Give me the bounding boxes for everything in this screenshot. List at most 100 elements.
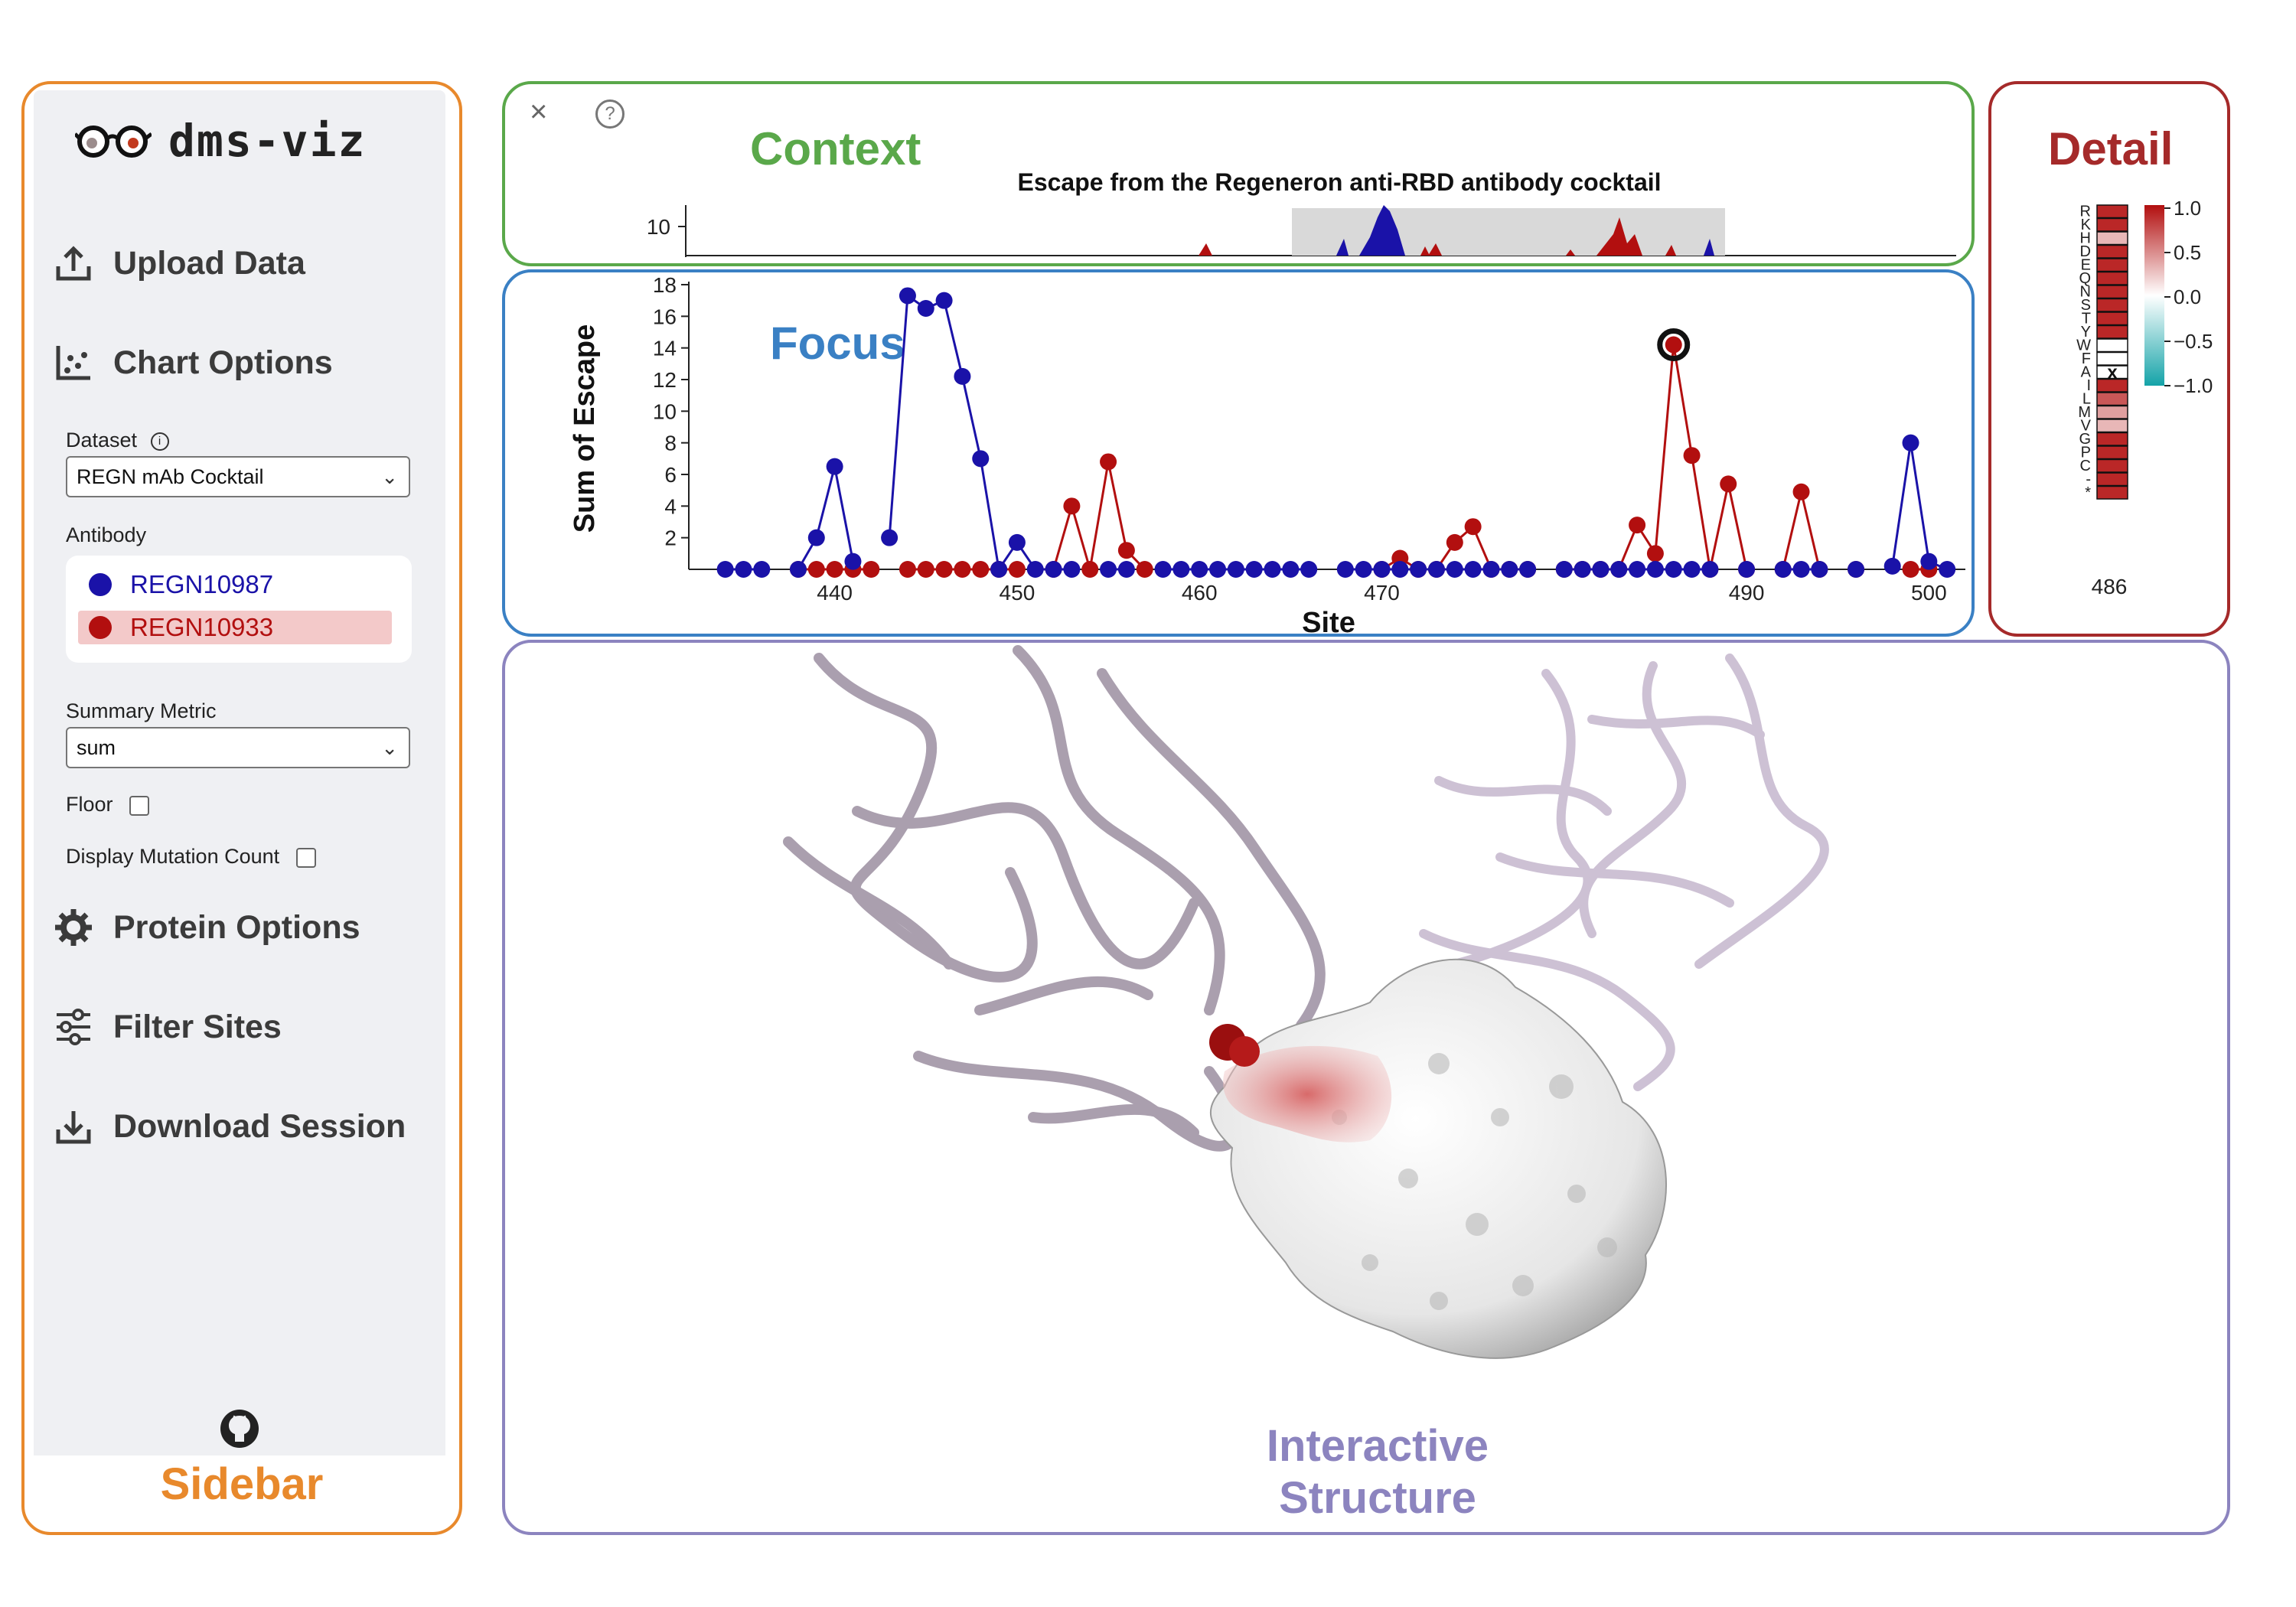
data-point[interactable] (899, 561, 916, 578)
data-point[interactable] (807, 529, 825, 546)
data-point[interactable] (716, 561, 734, 578)
data-point[interactable] (735, 561, 752, 578)
data-point[interactable] (1172, 561, 1190, 578)
heatmap-cell[interactable] (2096, 244, 2128, 259)
data-point[interactable] (1592, 561, 1609, 578)
data-point[interactable] (1720, 475, 1737, 493)
info-icon[interactable]: i (150, 432, 169, 451)
antibody-option-regn10933[interactable]: REGN10933 (78, 611, 392, 644)
data-point[interactable] (1464, 561, 1482, 578)
data-point[interactable] (899, 287, 916, 305)
dataset-select[interactable]: REGN mAb Cocktail ⌄ (66, 456, 410, 497)
data-point[interactable] (917, 561, 934, 578)
data-point[interactable] (1738, 561, 1756, 578)
data-point[interactable] (863, 561, 880, 578)
chart-options-menu-item[interactable]: Chart Options (54, 343, 333, 383)
data-point[interactable] (1501, 561, 1518, 578)
data-point[interactable] (826, 561, 843, 578)
data-point[interactable] (917, 300, 934, 317)
heatmap-cell[interactable] (2096, 365, 2128, 380)
data-point[interactable] (1574, 561, 1591, 578)
heatmap-cell[interactable] (2096, 419, 2128, 433)
data-point[interactable] (1446, 561, 1463, 578)
data-point[interactable] (972, 450, 990, 468)
data-point[interactable] (1008, 533, 1026, 551)
data-point[interactable] (1008, 561, 1026, 578)
data-point[interactable] (1683, 561, 1701, 578)
heatmap-cell[interactable] (2096, 472, 2128, 487)
data-point[interactable] (1464, 518, 1482, 536)
data-point[interactable] (1191, 561, 1208, 578)
heatmap-cell[interactable] (2096, 378, 2128, 393)
data-point[interactable] (990, 561, 1008, 578)
data-point[interactable] (1081, 561, 1099, 578)
data-point[interactable] (1646, 561, 1664, 578)
data-point[interactable] (1610, 561, 1628, 578)
data-point[interactable] (1355, 561, 1372, 578)
data-point[interactable] (1100, 453, 1117, 471)
data-point[interactable] (1811, 561, 1828, 578)
heatmap-cell[interactable] (2096, 311, 2128, 326)
data-point[interactable] (954, 561, 971, 578)
data-point[interactable] (1045, 561, 1062, 578)
data-point[interactable] (1701, 561, 1719, 578)
protein-options-menu-item[interactable]: Protein Options (54, 908, 360, 947)
data-point[interactable] (972, 561, 990, 578)
data-point[interactable] (935, 561, 953, 578)
data-point[interactable] (826, 458, 843, 475)
data-point[interactable] (1391, 561, 1409, 578)
data-point[interactable] (1792, 561, 1810, 578)
data-point[interactable] (1227, 561, 1244, 578)
data-point[interactable] (1629, 517, 1646, 534)
data-point[interactable] (789, 561, 807, 578)
data-point[interactable] (1245, 561, 1263, 578)
help-icon[interactable]: ? (595, 99, 625, 129)
heatmap-cell[interactable] (2096, 432, 2128, 446)
data-point[interactable] (1100, 561, 1117, 578)
data-point[interactable] (1373, 561, 1391, 578)
data-point[interactable] (1117, 561, 1135, 578)
data-point[interactable] (1136, 561, 1153, 578)
data-point[interactable] (1427, 561, 1445, 578)
mutation-count-checkbox[interactable] (295, 847, 316, 868)
data-point[interactable] (1282, 561, 1300, 578)
data-point[interactable] (1482, 561, 1500, 578)
data-point[interactable] (844, 553, 862, 570)
github-icon[interactable] (219, 1408, 260, 1449)
heatmap-cell[interactable] (2096, 285, 2128, 299)
floor-checkbox[interactable] (129, 795, 150, 816)
heatmap-cell[interactable] (2096, 204, 2128, 219)
data-point[interactable] (1920, 553, 1938, 570)
data-point[interactable] (1063, 497, 1081, 515)
data-point[interactable] (1336, 561, 1354, 578)
data-point[interactable] (1774, 561, 1792, 578)
data-point[interactable] (1902, 434, 1919, 451)
heatmap-cell[interactable] (2096, 231, 2128, 246)
data-point[interactable] (1154, 561, 1172, 578)
heatmap-cell[interactable] (2096, 338, 2128, 353)
data-point[interactable] (1939, 561, 1956, 578)
selected-site-marker[interactable] (1657, 328, 1691, 362)
upload-data-menu-item[interactable]: Upload Data (54, 243, 305, 283)
close-icon[interactable]: × (530, 95, 548, 129)
data-point[interactable] (1117, 542, 1135, 559)
heatmap-cell[interactable] (2096, 392, 2128, 406)
data-point[interactable] (753, 561, 771, 578)
data-point[interactable] (1063, 561, 1081, 578)
antibody-option-regn10987[interactable]: REGN10987 (78, 568, 392, 601)
heatmap-cell[interactable] (2096, 217, 2128, 232)
data-point[interactable] (1519, 561, 1537, 578)
heatmap-cell[interactable] (2096, 458, 2128, 473)
data-point[interactable] (1848, 561, 1865, 578)
heatmap-cell[interactable] (2096, 324, 2128, 339)
data-point[interactable] (1665, 336, 1682, 354)
data-point[interactable] (1683, 447, 1701, 464)
heatmap-cell[interactable] (2096, 485, 2128, 500)
data-point[interactable] (1883, 557, 1901, 575)
data-point[interactable] (954, 367, 971, 385)
download-session-menu-item[interactable]: Download Session (54, 1107, 406, 1146)
data-point[interactable] (1446, 533, 1463, 551)
data-point[interactable] (1792, 483, 1810, 500)
